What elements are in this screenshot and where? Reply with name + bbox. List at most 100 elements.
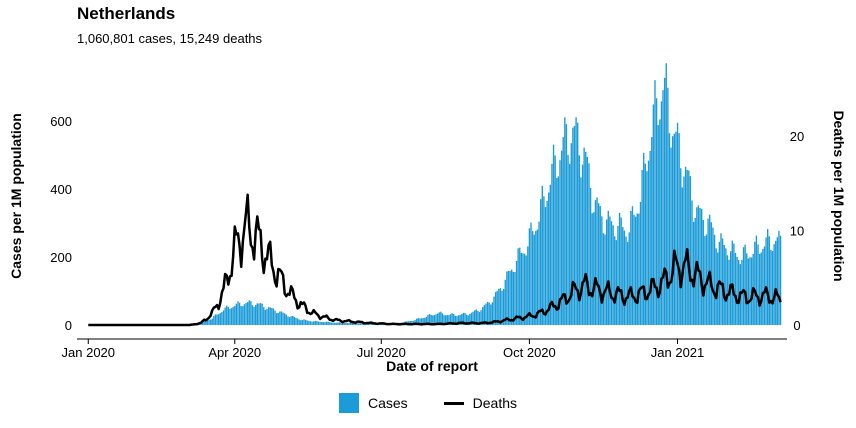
cases-bar xyxy=(290,316,292,325)
cases-bar xyxy=(303,319,305,325)
cases-bar xyxy=(322,322,325,325)
cases-bar xyxy=(253,306,255,325)
cases-bar xyxy=(354,323,357,325)
cases-bar xyxy=(543,196,545,325)
cases-bar xyxy=(229,308,231,325)
cases-bar xyxy=(525,255,527,325)
cases-bar xyxy=(432,315,434,325)
cases-bar xyxy=(515,261,518,325)
cases-bar xyxy=(506,271,508,325)
cases-bar xyxy=(618,212,621,325)
cases-bar xyxy=(684,166,687,325)
chart-subtitle: 1,060,801 cases, 15,249 deaths xyxy=(77,31,263,46)
cases-bar xyxy=(445,315,447,325)
cases-bar xyxy=(583,147,585,325)
cases-bar xyxy=(636,213,638,325)
cases-bar xyxy=(353,323,355,325)
cases-bar xyxy=(275,313,278,325)
cases-bar xyxy=(209,319,212,325)
cases-bar xyxy=(501,290,503,325)
cases-bar xyxy=(482,307,484,325)
cases-bar xyxy=(416,318,418,325)
legend-item-deaths[interactable]: Deaths xyxy=(443,395,517,411)
cases-bar xyxy=(350,322,352,325)
y-left-tick-label: 200 xyxy=(50,250,72,265)
cases-bar xyxy=(359,323,362,325)
cases-bar xyxy=(511,269,513,325)
cases-bar xyxy=(206,320,209,325)
x-tick-label: Jan 2020 xyxy=(62,345,116,360)
cases-bar xyxy=(760,252,762,325)
cases-bar xyxy=(678,133,680,325)
x-tick-label: Jan 2021 xyxy=(651,345,705,360)
cases-bar xyxy=(214,314,217,325)
cases-bar xyxy=(657,125,659,325)
cases-bar xyxy=(607,210,609,325)
cases-bar xyxy=(454,315,457,325)
cases-bar xyxy=(271,307,273,325)
cases-bar xyxy=(538,221,540,325)
cases-bar xyxy=(662,90,664,325)
cases-bar xyxy=(258,303,260,325)
cases-bar xyxy=(742,247,745,325)
legend-item-cases[interactable]: Cases xyxy=(338,393,408,413)
cases-bar xyxy=(263,307,265,325)
cases-bar xyxy=(755,235,758,325)
cases-bar xyxy=(519,247,521,325)
cases-bar xyxy=(707,218,709,325)
cases-bar xyxy=(593,212,595,325)
cases-bar xyxy=(340,322,342,325)
cases-bar xyxy=(672,136,674,325)
cases-bar xyxy=(536,229,539,325)
cases-bar xyxy=(557,176,560,325)
cases-bar xyxy=(277,313,279,325)
cases-bar xyxy=(490,304,492,325)
cases-bar xyxy=(734,252,737,325)
y-left-tick-label: 400 xyxy=(50,182,72,197)
cases-bar xyxy=(567,154,569,325)
cases-bar xyxy=(726,255,729,325)
cases-bar xyxy=(556,177,558,325)
cases-bar xyxy=(451,313,453,325)
cases-bars xyxy=(179,63,782,326)
cases-bar xyxy=(237,301,239,325)
cases-bar xyxy=(594,200,597,325)
cases-bar xyxy=(647,160,650,325)
cases-bar xyxy=(588,163,590,325)
cases-bar xyxy=(335,322,337,325)
cases-bar xyxy=(514,272,516,325)
cases-bar xyxy=(235,303,238,325)
cases-bar xyxy=(778,230,780,325)
cases-bar xyxy=(581,164,584,325)
cases-bar xyxy=(749,257,751,325)
cases-bar xyxy=(704,236,706,325)
cases-bar xyxy=(651,137,653,325)
cases-bar xyxy=(227,307,230,325)
chart-canvas: Jan 2020 Apr 2020 Jul 2020 Oct 2020 Jan 2021… xyxy=(8,63,847,374)
cases-bar xyxy=(668,133,671,325)
cases-bar xyxy=(520,252,523,325)
cases-bar xyxy=(655,98,658,326)
cases-bar xyxy=(448,315,450,325)
cases-bar xyxy=(659,119,661,326)
cases-bar xyxy=(251,305,254,325)
cases-bar xyxy=(639,201,642,325)
cases-bar xyxy=(219,313,221,325)
cases-bar xyxy=(469,314,471,325)
x-axis-title: Date of report xyxy=(386,358,478,374)
cases-bar xyxy=(324,322,326,325)
cases-bar xyxy=(546,201,548,325)
cases-bar xyxy=(539,199,542,325)
cases-bar xyxy=(779,235,782,325)
cases-bar xyxy=(259,303,262,325)
cases-bar xyxy=(620,217,622,325)
cases-bar xyxy=(293,316,296,325)
cases-bar xyxy=(316,320,318,325)
cases-bar xyxy=(473,310,476,325)
cases-bar xyxy=(488,302,490,325)
cases-bar xyxy=(723,245,725,325)
cases-bar xyxy=(614,236,616,325)
cases-bar xyxy=(245,303,247,325)
legend-label-cases: Cases xyxy=(367,395,408,411)
cases-bar xyxy=(601,216,603,325)
